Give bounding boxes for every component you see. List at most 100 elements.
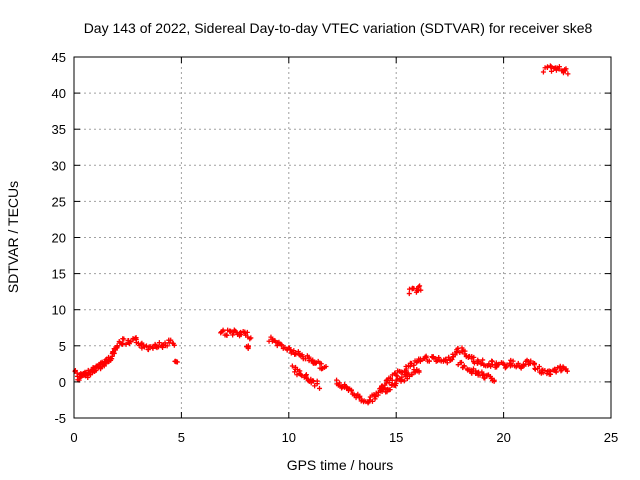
data-point xyxy=(449,357,455,363)
x-tick-label: 10 xyxy=(282,430,296,445)
data-point xyxy=(417,283,423,289)
data-point xyxy=(98,365,104,371)
data-point xyxy=(317,385,323,391)
data-point xyxy=(314,381,320,387)
data-point xyxy=(386,380,392,386)
data-point xyxy=(548,64,554,70)
data-point xyxy=(564,368,570,374)
data-point xyxy=(116,339,122,345)
y-tick-label: 25 xyxy=(52,194,66,209)
x-tick-label: 20 xyxy=(496,430,510,445)
data-point xyxy=(542,368,548,374)
data-point xyxy=(120,340,126,346)
data-point xyxy=(223,332,229,338)
data-point xyxy=(504,362,510,368)
data-point xyxy=(399,374,405,380)
data-point xyxy=(462,348,468,354)
data-point xyxy=(553,67,559,73)
data-point xyxy=(336,380,342,386)
data-point xyxy=(382,385,388,391)
data-point xyxy=(476,359,482,365)
data-point xyxy=(160,344,166,350)
data-point xyxy=(457,350,463,356)
data-point xyxy=(532,366,538,372)
data-point xyxy=(145,347,151,353)
data-point xyxy=(401,378,407,384)
data-point xyxy=(228,328,234,334)
data-point xyxy=(423,355,429,361)
data-point xyxy=(417,358,423,364)
data-point xyxy=(88,369,94,375)
y-tick-label: 10 xyxy=(52,303,66,318)
data-points xyxy=(72,63,571,406)
x-tick-label: 25 xyxy=(604,430,618,445)
data-point xyxy=(536,364,542,370)
y-tick-label: 35 xyxy=(52,122,66,137)
data-point xyxy=(469,369,475,375)
data-point xyxy=(508,357,514,363)
y-tick-label: 15 xyxy=(52,267,66,282)
data-point xyxy=(365,400,371,406)
data-point xyxy=(436,355,442,361)
data-point xyxy=(495,362,501,368)
data-point xyxy=(406,291,412,297)
y-tick-label: -5 xyxy=(54,411,66,426)
data-point xyxy=(459,359,464,365)
data-point xyxy=(471,354,477,360)
data-point xyxy=(558,368,564,374)
data-point xyxy=(279,342,285,348)
data-point xyxy=(121,336,127,342)
data-point xyxy=(291,348,297,354)
data-point xyxy=(111,350,117,356)
data-point xyxy=(85,367,91,373)
grid xyxy=(74,57,611,418)
data-point xyxy=(393,372,399,378)
data-point xyxy=(172,358,178,364)
data-point xyxy=(496,361,502,367)
data-point xyxy=(480,357,486,363)
data-point xyxy=(416,284,422,290)
data-point xyxy=(486,361,492,367)
data-point xyxy=(491,377,497,383)
data-point xyxy=(461,363,467,369)
x-tick-label: 15 xyxy=(389,430,403,445)
data-point xyxy=(556,64,562,70)
ticks: 0 5 10 15 20 25 -5 0 5 10 15 20 25 30 35 40 45 xyxy=(52,50,619,445)
data-point xyxy=(509,362,515,368)
data-point xyxy=(548,368,554,374)
data-point xyxy=(372,396,378,402)
data-point xyxy=(303,374,309,380)
data-point xyxy=(405,370,411,376)
data-point xyxy=(123,341,129,347)
data-point xyxy=(292,369,298,375)
x-axis-label: GPS time / hours xyxy=(287,457,394,473)
data-point xyxy=(416,368,422,374)
y-tick-label: 45 xyxy=(52,50,66,65)
data-point xyxy=(312,383,318,389)
data-point xyxy=(150,345,156,351)
data-point xyxy=(143,343,149,349)
y-tick-label: 30 xyxy=(52,158,66,173)
data-point xyxy=(238,332,244,338)
data-point xyxy=(367,397,373,403)
x-tick-label: 5 xyxy=(178,430,185,445)
data-point xyxy=(478,361,484,367)
data-point xyxy=(318,361,324,367)
data-point xyxy=(553,369,559,375)
data-point xyxy=(540,69,546,75)
data-point xyxy=(565,71,571,77)
data-point xyxy=(510,358,516,364)
y-tick-label: 40 xyxy=(52,86,66,101)
data-point xyxy=(418,287,424,293)
data-point xyxy=(289,363,295,369)
data-point xyxy=(369,398,375,404)
data-point xyxy=(502,365,508,371)
data-point xyxy=(357,393,363,399)
chart-title: Day 143 of 2022, Sidereal Day-to-day VTE… xyxy=(84,20,593,36)
data-point xyxy=(323,363,329,369)
y-tick-label: 0 xyxy=(59,375,66,390)
data-point xyxy=(245,344,251,350)
data-point xyxy=(114,344,120,350)
